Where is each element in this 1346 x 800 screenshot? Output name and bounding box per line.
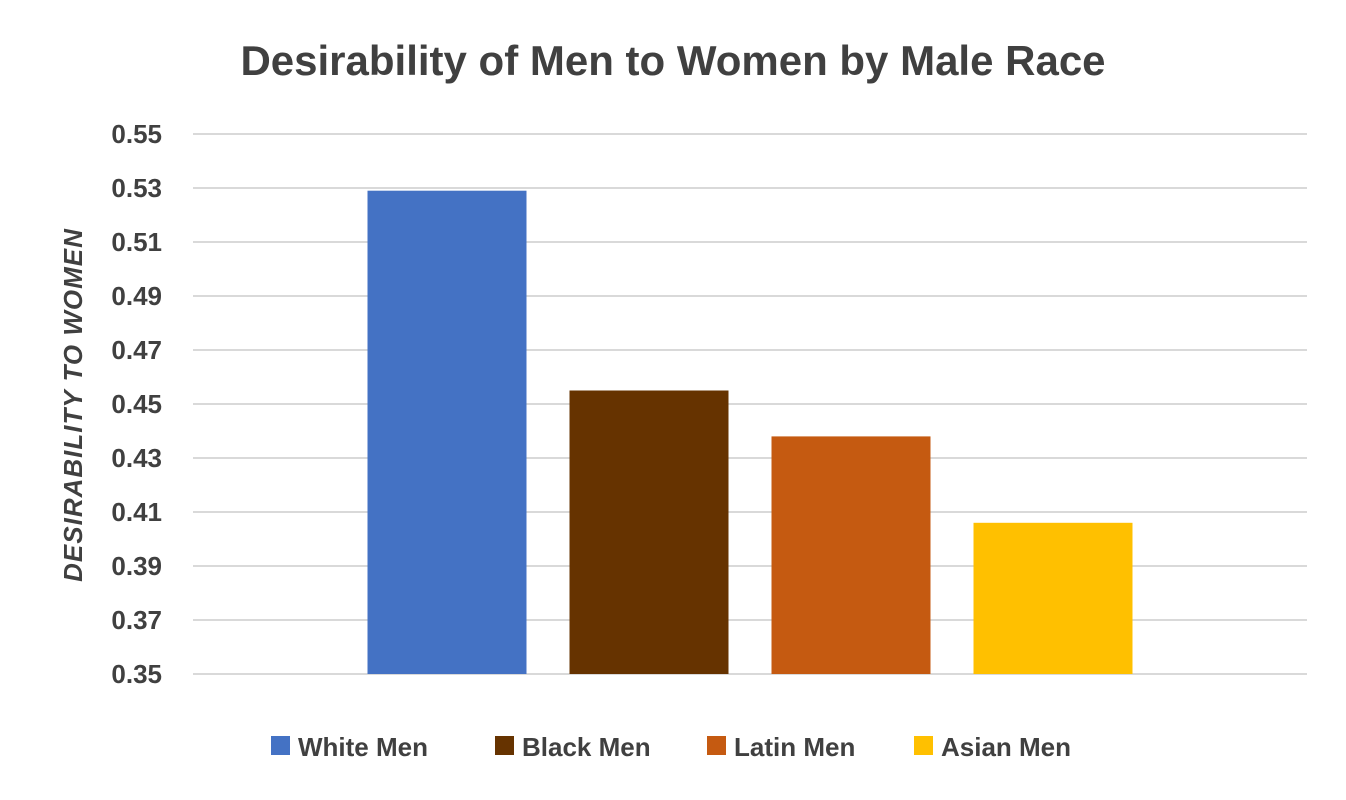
legend-label: Asian Men bbox=[941, 732, 1071, 762]
y-tick-label: 0.49 bbox=[111, 281, 162, 311]
legend: White Men Black Men Latin Men Asian Men bbox=[271, 732, 1071, 762]
legend-label: White Men bbox=[298, 732, 428, 762]
chart-title: Desirability of Men to Women by Male Rac… bbox=[240, 37, 1105, 84]
bars bbox=[367, 190, 1133, 674]
y-tick-label: 0.35 bbox=[111, 659, 162, 689]
y-tick-label: 0.39 bbox=[111, 551, 162, 581]
y-tick-label: 0.55 bbox=[111, 119, 162, 149]
legend-swatch bbox=[495, 736, 514, 755]
bar-asian-men bbox=[973, 522, 1133, 674]
y-tick-labels: 0.35 0.37 0.39 0.41 0.43 0.45 0.47 0.49 0.51 0.53… bbox=[111, 119, 162, 689]
y-tick-label: 0.53 bbox=[111, 173, 162, 203]
bar-black-men bbox=[569, 390, 729, 674]
y-tick-label: 0.37 bbox=[111, 605, 162, 635]
y-axis-label: DESIRABILITY TO WOMEN bbox=[58, 228, 88, 582]
y-tick-label: 0.41 bbox=[111, 497, 162, 527]
y-tick-label: 0.51 bbox=[111, 227, 162, 257]
legend-swatch bbox=[271, 736, 290, 755]
legend-swatch bbox=[707, 736, 726, 755]
y-tick-label: 0.47 bbox=[111, 335, 162, 365]
legend-swatch bbox=[914, 736, 933, 755]
y-tick-label: 0.45 bbox=[111, 389, 162, 419]
gridlines bbox=[193, 133, 1307, 675]
legend-label: Latin Men bbox=[734, 732, 855, 762]
bar-latin-men bbox=[771, 436, 931, 674]
legend-label: Black Men bbox=[522, 732, 651, 762]
bar-white-men bbox=[367, 190, 527, 674]
y-tick-label: 0.43 bbox=[111, 443, 162, 473]
